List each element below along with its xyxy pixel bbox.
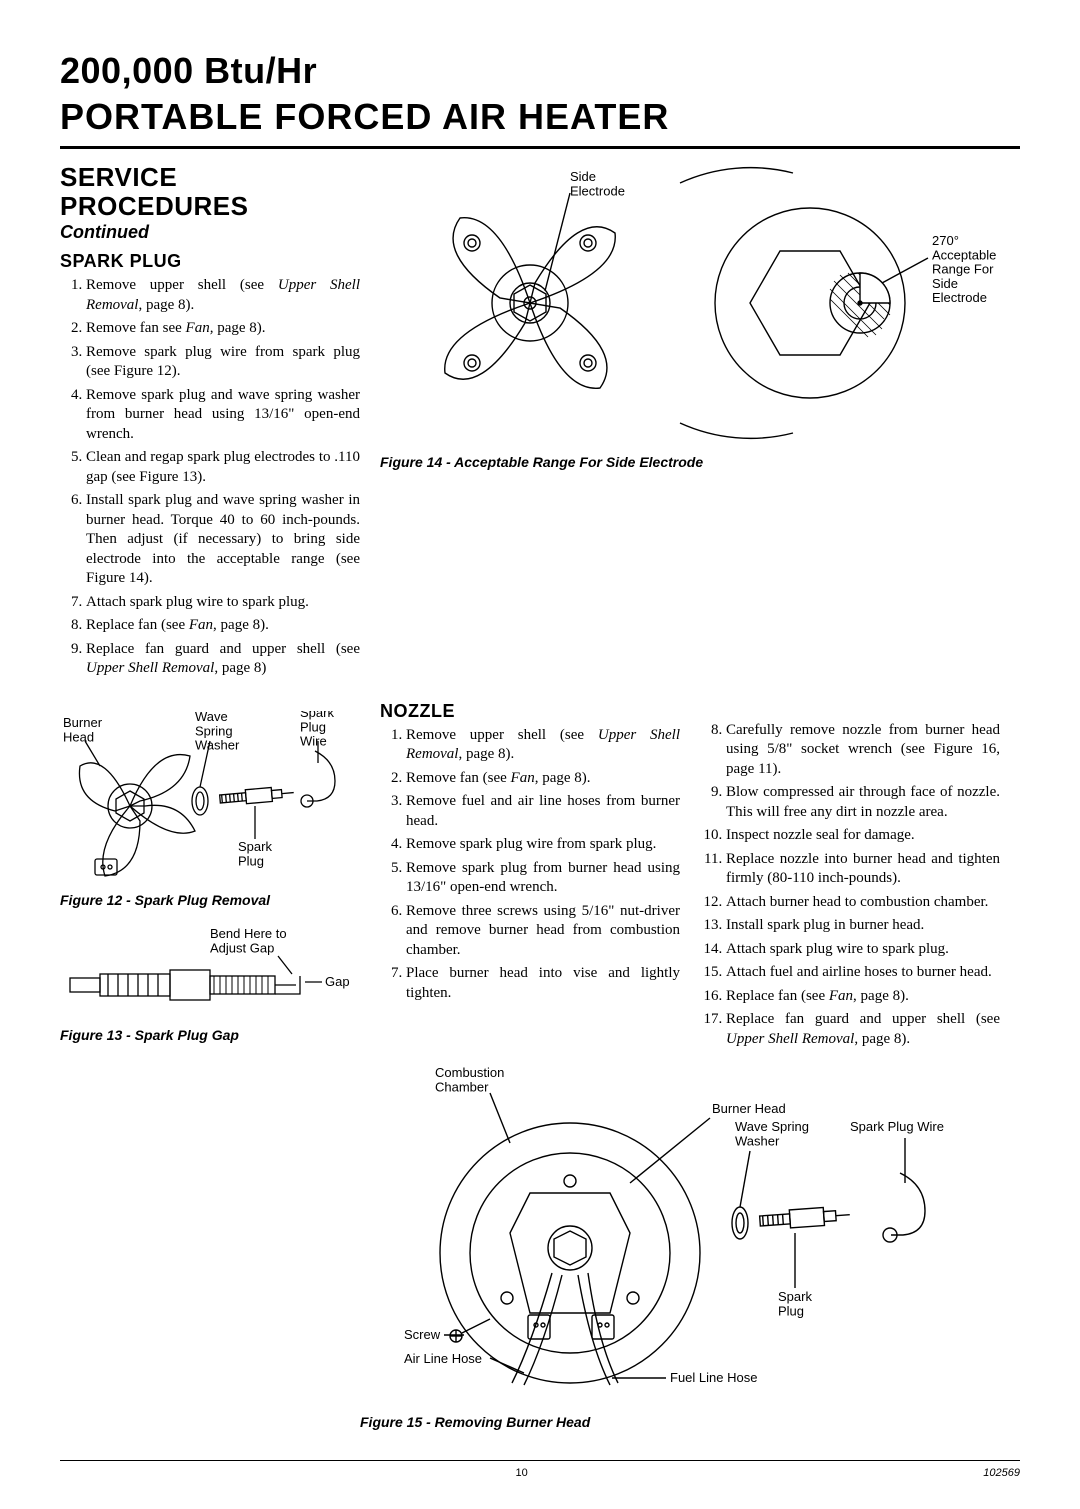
- svg-text:WaveSpringWasher: WaveSpringWasher: [195, 711, 240, 753]
- nozzle-column-2: Carefully remove nozzle from burner head…: [700, 693, 1000, 1054]
- svg-text:270°AcceptableRange ForSideEle: 270°AcceptableRange ForSideElectrode: [932, 233, 996, 305]
- svg-text:SparkPlugWire: SparkPlugWire: [300, 711, 334, 749]
- procedure-step: Attach burner head to combustion chamber…: [726, 893, 1000, 913]
- figure-13-svg: Bend Here toAdjust Gap Gap: [60, 926, 360, 1016]
- title-rule: [60, 146, 1020, 149]
- procedure-step: Attach spark plug wire to spark plug.: [726, 940, 1000, 960]
- procedure-step: Inspect nozzle seal for damage.: [726, 826, 1000, 846]
- figures-12-13: BurnerHead WaveSpringWasher SparkPlugWir…: [60, 693, 360, 1043]
- svg-text:CombustionChamber: CombustionChamber: [435, 1065, 504, 1094]
- svg-text:Wave SpringWasher: Wave SpringWasher: [735, 1119, 809, 1148]
- figure-13-caption: Figure 13 - Spark Plug Gap: [60, 1027, 360, 1043]
- procedure-step: Install spark plug in burner head.: [726, 916, 1000, 936]
- figure-13: Bend Here toAdjust Gap Gap Figure 13 - S…: [60, 926, 360, 1043]
- svg-text:BurnerHead: BurnerHead: [63, 715, 103, 744]
- nozzle-column-1: NOZZLE Remove upper shell (see Upper She…: [380, 693, 680, 1008]
- title-block: 200,000 Btu/Hr PORTABLE FORCED AIR HEATE…: [60, 50, 1020, 138]
- procedure-step: Remove spark plug wire from spark plug.: [406, 835, 680, 855]
- left-column: SERVICE PROCEDURES Continued SPARK PLUG …: [60, 163, 360, 683]
- procedure-step: Attach spark plug wire to spark plug.: [86, 593, 360, 613]
- procedure-step: Blow compressed air through face of nozz…: [726, 783, 1000, 822]
- continued-label: Continued: [60, 222, 360, 243]
- nozzle-heading: NOZZLE: [380, 701, 680, 722]
- procedure-step: Carefully remove nozzle from burner head…: [726, 721, 1000, 780]
- figure-14-caption: Figure 14 - Acceptable Range For Side El…: [380, 454, 1020, 470]
- procedure-step: Remove three screws using 5/16" nut-driv…: [406, 902, 680, 961]
- svg-text:SparkPlug: SparkPlug: [238, 839, 272, 868]
- page-number: 10: [516, 1467, 528, 1479]
- page-footer: 10 102569: [60, 1467, 1020, 1479]
- procedure-step: Clean and regap spark plug electrodes to…: [86, 448, 360, 487]
- procedure-step: Remove upper shell (see Upper Shell Remo…: [86, 276, 360, 315]
- procedure-step: Attach fuel and airline hoses to burner …: [726, 963, 1000, 983]
- figure-14: SideElectrode: [380, 163, 1020, 470]
- section-head-2: PROCEDURES: [60, 192, 360, 221]
- footer-rule: [60, 1460, 1020, 1461]
- procedure-step: Place burner head into vise and lightly …: [406, 964, 680, 1003]
- figure-15-caption: Figure 15 - Removing Burner Head: [360, 1414, 1020, 1430]
- figure-12-svg: BurnerHead WaveSpringWasher SparkPlugWir…: [60, 711, 360, 881]
- title-line1: 200,000 Btu/Hr: [60, 50, 1020, 92]
- svg-text:Burner Head: Burner Head: [712, 1101, 786, 1116]
- svg-text:SideElectrode: SideElectrode: [570, 169, 625, 198]
- title-line2: PORTABLE FORCED AIR HEATER: [60, 96, 1020, 138]
- procedure-step: Remove spark plug and wave spring washer…: [86, 386, 360, 445]
- svg-text:Air Line Hose: Air Line Hose: [404, 1351, 482, 1366]
- procedure-step: Remove fan see Fan, page 8).: [86, 319, 360, 339]
- svg-text:Spark Plug Wire: Spark Plug Wire: [850, 1119, 944, 1134]
- procedure-step: Replace nozzle into burner head and tigh…: [726, 850, 1000, 889]
- doc-number: 102569: [983, 1467, 1020, 1479]
- procedure-step: Replace fan (see Fan, page 8).: [86, 616, 360, 636]
- procedure-step: Remove spark plug from burner head using…: [406, 859, 680, 898]
- svg-text:Bend Here toAdjust Gap: Bend Here toAdjust Gap: [210, 926, 287, 955]
- spark-plug-heading: SPARK PLUG: [60, 251, 360, 272]
- figure-15: CombustionChamber Burner Head Wave Sprin…: [360, 1063, 1020, 1430]
- procedure-step: Replace fan guard and upper shell (see U…: [726, 1010, 1000, 1049]
- figure-12-caption: Figure 12 - Spark Plug Removal: [60, 892, 360, 908]
- procedure-step: Install spark plug and wave spring washe…: [86, 491, 360, 589]
- svg-text:Gap: Gap: [325, 974, 350, 989]
- procedure-step: Replace fan (see Fan, page 8).: [726, 987, 1000, 1007]
- procedure-step: Remove spark plug wire from spark plug (…: [86, 343, 360, 382]
- svg-text:SparkPlug: SparkPlug: [778, 1289, 812, 1318]
- figure-14-svg: SideElectrode: [380, 163, 1020, 443]
- figure-15-svg: CombustionChamber Burner Head Wave Sprin…: [380, 1063, 1020, 1403]
- procedure-step: Remove fuel and air line hoses from burn…: [406, 792, 680, 831]
- svg-text:Screw: Screw: [404, 1327, 441, 1342]
- spark-plug-steps: Remove upper shell (see Upper Shell Remo…: [60, 276, 360, 679]
- section-head-1: SERVICE: [60, 163, 360, 192]
- nozzle-steps-right: Carefully remove nozzle from burner head…: [700, 721, 1000, 1050]
- svg-text:Fuel Line Hose: Fuel Line Hose: [670, 1370, 757, 1385]
- procedure-step: Remove upper shell (see Upper Shell Remo…: [406, 726, 680, 765]
- procedure-step: Replace fan guard and upper shell (see U…: [86, 640, 360, 679]
- nozzle-steps-left: Remove upper shell (see Upper Shell Remo…: [380, 726, 680, 1004]
- figure-12: BurnerHead WaveSpringWasher SparkPlugWir…: [60, 711, 360, 908]
- procedure-step: Remove fan (see Fan, page 8).: [406, 769, 680, 789]
